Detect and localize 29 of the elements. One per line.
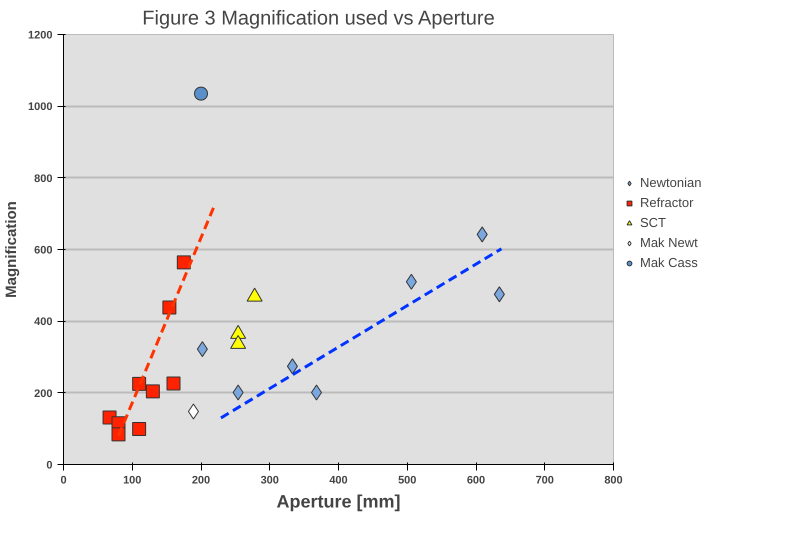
- y-tick-label: 1000: [28, 101, 53, 114]
- point: [132, 422, 146, 436]
- x-tick-label: 500: [398, 474, 416, 486]
- legend-label: Mak Newt: [640, 235, 698, 250]
- y-tick-label: 1200: [28, 30, 53, 42]
- y-axis-title: Magnification: [3, 201, 20, 298]
- y-tick-label: 400: [34, 316, 53, 328]
- x-axis-title: Aperture [mm]: [276, 492, 401, 512]
- legend-label: Mak Cass: [640, 255, 698, 270]
- x-tick-label: 300: [260, 474, 279, 486]
- point: [166, 376, 180, 391]
- x-tick-label: 800: [604, 474, 623, 486]
- x-tick-label: 600: [466, 474, 486, 486]
- x-tick-label: 700: [536, 474, 554, 486]
- y-tick-label: 600: [34, 244, 53, 256]
- point: [146, 384, 160, 398]
- x-tick-label: 100: [123, 474, 142, 486]
- x-tick-label: 0: [60, 474, 67, 486]
- x-tick-label: 200: [192, 474, 210, 486]
- legend-label: SCT: [640, 215, 666, 230]
- y-tick-label: 0: [46, 460, 53, 472]
- y-tick-label: 800: [34, 172, 53, 185]
- y-tick-label: 200: [34, 388, 53, 400]
- x-tick-label: 400: [329, 474, 348, 486]
- legend-label: Newtonian: [640, 175, 702, 190]
- legend-label: Refractor: [640, 195, 694, 210]
- point: [194, 86, 208, 101]
- chart-title: Figure 3 Magnification used vs Aperture: [142, 8, 495, 30]
- point: [176, 255, 191, 270]
